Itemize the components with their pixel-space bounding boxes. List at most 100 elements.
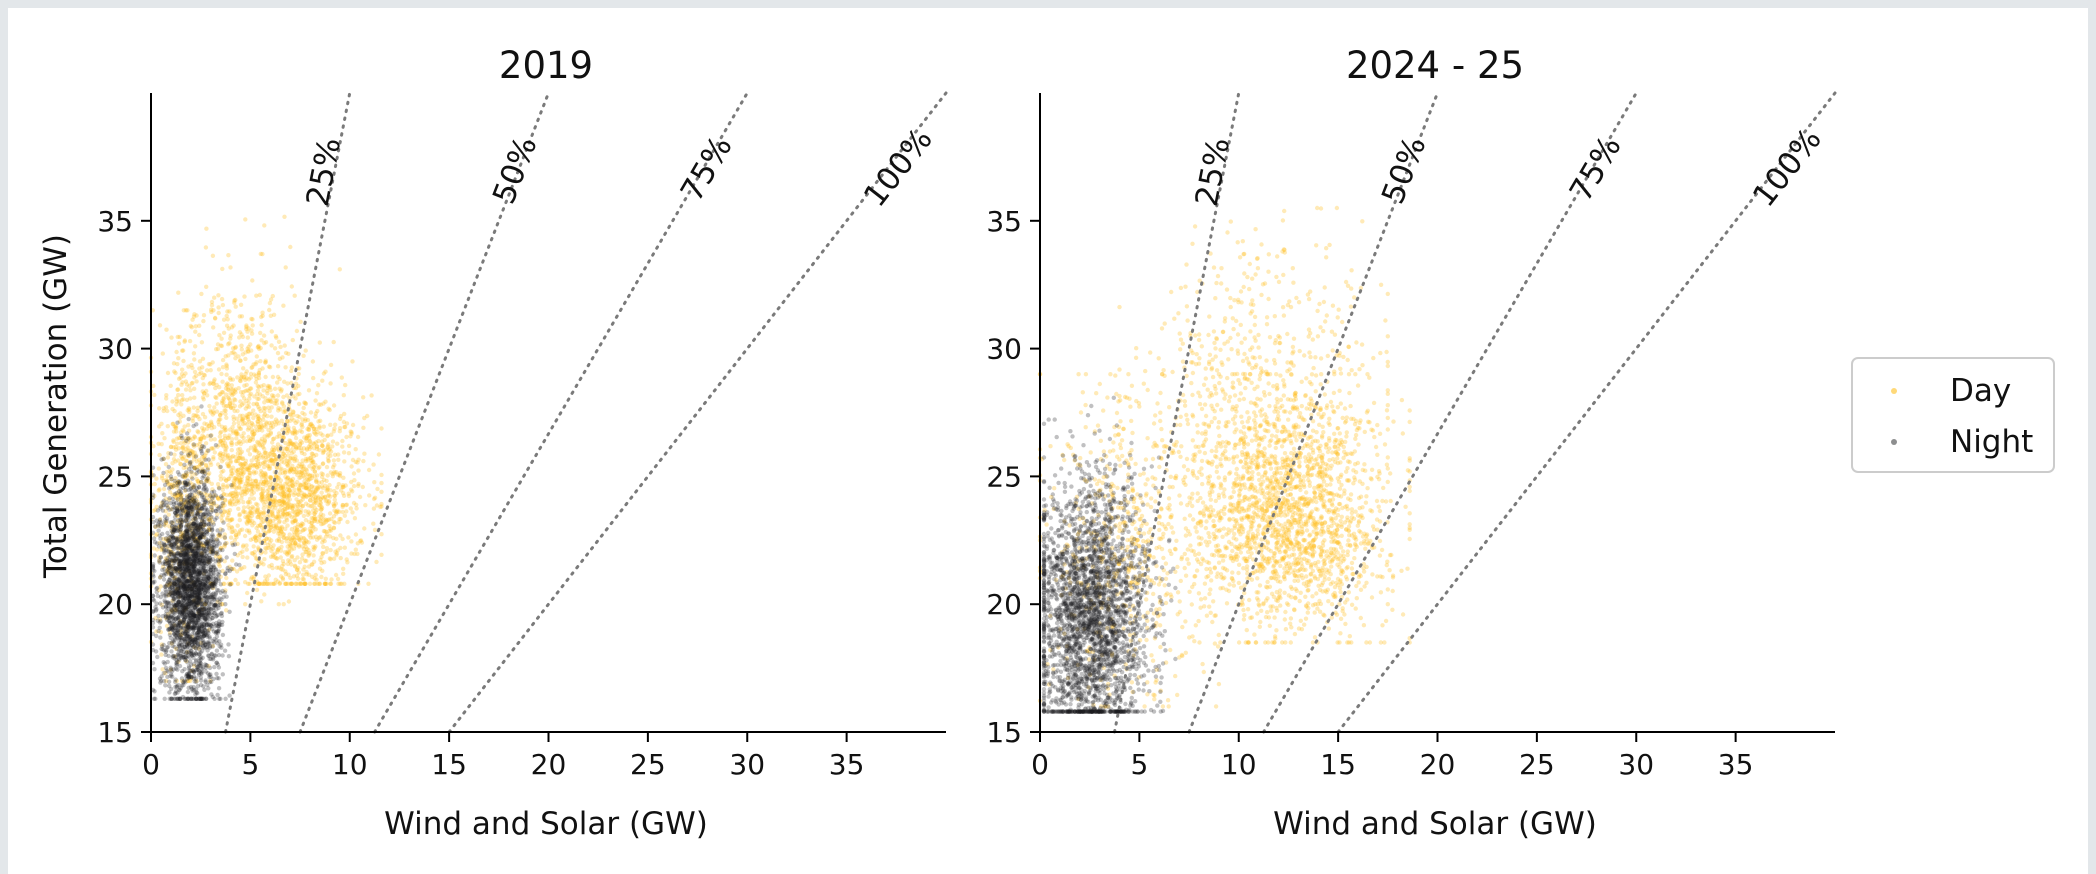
day-point [239, 332, 244, 337]
day-point [171, 361, 177, 366]
day-point [283, 441, 288, 446]
day-point [230, 471, 235, 476]
day-point [234, 441, 239, 446]
day-point [262, 223, 267, 228]
day-point [277, 356, 283, 361]
day-point [285, 449, 290, 454]
day-point [245, 504, 251, 510]
night-point [152, 689, 157, 694]
day-point [331, 525, 336, 530]
day-point [224, 372, 229, 377]
day-point [309, 520, 314, 525]
day-point [184, 397, 190, 403]
day-point [269, 562, 274, 568]
day-point [302, 558, 308, 563]
day-point [194, 537, 199, 542]
day-point [257, 523, 263, 528]
day-point [249, 575, 255, 580]
day-point [209, 481, 214, 486]
day-point [324, 581, 329, 586]
day-point [314, 446, 320, 452]
day-point [159, 652, 164, 657]
day-point [371, 462, 376, 467]
day-point [307, 422, 313, 427]
day-point [328, 557, 333, 562]
night-point [156, 528, 161, 533]
day-point [299, 581, 304, 586]
day-point [379, 472, 384, 478]
day-point [257, 482, 263, 487]
day-point [298, 470, 303, 475]
day-point [232, 300, 237, 305]
day-point [272, 346, 278, 351]
day-point [306, 553, 311, 558]
day-point [303, 418, 308, 423]
day-point [247, 518, 253, 524]
day-point [330, 471, 335, 477]
day-point [262, 450, 267, 455]
day-point [299, 429, 305, 435]
day-point [262, 557, 267, 562]
day-point [219, 515, 224, 520]
day-point [284, 493, 290, 499]
day-point [354, 502, 359, 507]
day-point [290, 337, 295, 343]
day-point [261, 510, 266, 515]
day-point [174, 349, 179, 355]
day-point [311, 375, 316, 381]
day-point [319, 560, 324, 566]
day-point [325, 501, 330, 507]
day-point [211, 410, 217, 416]
day-point [379, 552, 384, 557]
day-point [238, 528, 243, 533]
day-point [340, 444, 345, 449]
day-point [242, 565, 247, 570]
day-point [356, 481, 361, 487]
day-point [170, 467, 175, 472]
day-point [309, 422, 314, 427]
day-point [159, 476, 165, 481]
day-point [268, 475, 273, 480]
day-point [305, 417, 311, 423]
day-point [192, 375, 197, 380]
day-point [352, 478, 357, 483]
day-point [320, 433, 325, 438]
day-point [266, 405, 271, 410]
day-point [275, 350, 281, 356]
day-point [233, 532, 239, 538]
day-point [269, 458, 274, 463]
day-point [232, 538, 237, 543]
day-point [341, 571, 346, 576]
day-point [269, 343, 274, 348]
day-point [282, 468, 288, 473]
day-point [290, 504, 296, 509]
night-point [166, 679, 172, 684]
day-point [342, 459, 347, 464]
day-point [263, 581, 268, 586]
day-point [218, 430, 223, 436]
day-point [298, 498, 303, 504]
day-point [328, 422, 333, 427]
day-point [316, 495, 321, 501]
night-point [208, 433, 213, 438]
day-point [292, 456, 297, 462]
day-point [248, 342, 253, 347]
day-point [330, 439, 336, 444]
day-point [250, 323, 255, 328]
day-point [296, 570, 301, 575]
night-point [222, 535, 228, 540]
day-point [306, 427, 311, 432]
day-point [229, 440, 234, 445]
day-point [287, 478, 293, 483]
day-point [221, 484, 226, 489]
day-point [193, 329, 198, 334]
day-point [320, 461, 326, 466]
day-point [361, 425, 366, 430]
night-point [151, 473, 156, 478]
day-point [289, 547, 294, 552]
night-point [158, 680, 163, 685]
day-point [335, 508, 340, 513]
day-point [257, 442, 262, 447]
day-point [344, 509, 349, 514]
day-point [240, 421, 246, 427]
